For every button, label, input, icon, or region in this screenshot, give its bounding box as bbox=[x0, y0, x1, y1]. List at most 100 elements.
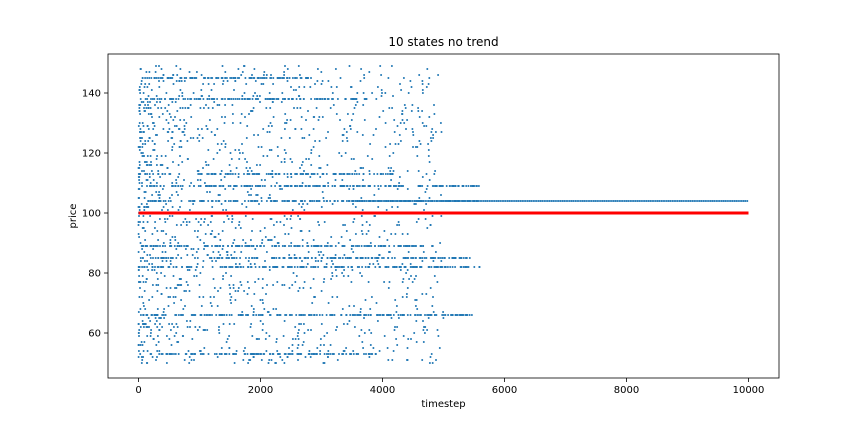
data-point bbox=[170, 353, 173, 355]
data-point bbox=[255, 173, 258, 175]
x-tick-label: 2000 bbox=[248, 385, 273, 396]
data-point bbox=[310, 149, 313, 151]
data-point bbox=[253, 353, 256, 355]
data-point bbox=[367, 200, 370, 202]
data-point bbox=[253, 200, 256, 202]
data-point bbox=[272, 77, 275, 79]
data-point bbox=[167, 122, 170, 124]
data-point bbox=[213, 257, 216, 259]
data-point bbox=[331, 185, 334, 187]
data-point bbox=[255, 164, 258, 166]
data-point bbox=[345, 314, 348, 316]
data-point bbox=[138, 110, 141, 112]
data-point bbox=[209, 302, 212, 304]
data-point bbox=[301, 161, 304, 163]
data-point bbox=[684, 200, 687, 202]
data-point bbox=[430, 266, 433, 268]
data-point bbox=[374, 257, 377, 259]
data-point bbox=[156, 278, 159, 280]
data-point bbox=[155, 200, 157, 202]
data-point bbox=[437, 200, 439, 202]
data-point bbox=[306, 245, 309, 247]
data-point bbox=[137, 197, 140, 199]
data-point bbox=[151, 98, 154, 100]
data-point bbox=[356, 101, 359, 103]
data-point bbox=[180, 314, 183, 316]
data-point bbox=[150, 161, 152, 163]
data-point bbox=[371, 158, 374, 160]
data-point bbox=[352, 188, 355, 190]
data-point bbox=[365, 98, 368, 100]
data-point bbox=[208, 191, 211, 193]
data-point bbox=[172, 266, 175, 268]
data-point bbox=[356, 131, 359, 133]
data-point bbox=[389, 200, 392, 202]
data-point bbox=[180, 299, 183, 301]
data-point bbox=[272, 224, 275, 226]
data-point bbox=[223, 122, 226, 124]
data-point bbox=[270, 185, 273, 187]
data-point bbox=[238, 245, 241, 247]
data-point bbox=[185, 290, 187, 292]
data-point bbox=[157, 107, 160, 109]
data-point bbox=[389, 314, 392, 316]
data-point bbox=[196, 179, 199, 181]
data-point bbox=[343, 269, 346, 271]
data-point bbox=[246, 191, 249, 193]
data-point bbox=[224, 173, 227, 175]
data-point bbox=[210, 257, 213, 259]
data-point bbox=[243, 65, 246, 67]
data-point bbox=[154, 266, 156, 268]
data-point bbox=[171, 257, 173, 259]
data-point bbox=[138, 179, 141, 181]
data-point bbox=[347, 275, 350, 277]
data-point bbox=[297, 65, 300, 67]
data-point bbox=[200, 305, 203, 307]
data-point bbox=[209, 233, 212, 235]
data-point bbox=[196, 263, 199, 265]
data-point bbox=[310, 98, 313, 100]
data-point bbox=[327, 182, 330, 184]
data-point bbox=[442, 317, 445, 319]
data-point bbox=[303, 314, 306, 316]
data-point bbox=[206, 254, 209, 256]
data-point bbox=[410, 275, 412, 277]
data-point bbox=[266, 311, 269, 313]
data-point bbox=[419, 266, 422, 268]
data-point bbox=[448, 185, 451, 187]
data-point bbox=[330, 266, 333, 268]
data-point bbox=[638, 200, 641, 202]
data-point bbox=[148, 137, 151, 139]
data-point bbox=[337, 257, 340, 259]
data-point bbox=[200, 218, 203, 220]
data-point bbox=[440, 131, 443, 133]
data-point bbox=[415, 200, 418, 202]
data-point bbox=[660, 200, 663, 202]
data-point bbox=[287, 266, 290, 268]
data-point bbox=[289, 158, 292, 160]
data-point bbox=[235, 200, 238, 202]
data-point bbox=[304, 257, 307, 259]
data-point bbox=[229, 185, 232, 187]
data-point bbox=[347, 266, 350, 268]
data-point bbox=[323, 98, 326, 100]
data-point bbox=[252, 356, 255, 358]
data-point bbox=[393, 245, 396, 247]
data-point bbox=[181, 92, 184, 94]
data-point bbox=[190, 98, 193, 100]
data-point bbox=[138, 182, 141, 184]
data-point bbox=[179, 119, 182, 121]
data-point bbox=[294, 173, 297, 175]
data-point bbox=[389, 170, 392, 172]
data-point bbox=[234, 263, 237, 265]
data-point bbox=[384, 92, 387, 94]
data-point bbox=[288, 77, 291, 79]
data-point bbox=[251, 335, 254, 337]
data-point bbox=[261, 185, 264, 187]
data-point bbox=[206, 314, 209, 316]
data-point bbox=[334, 185, 337, 187]
data-point bbox=[383, 200, 386, 202]
data-point bbox=[228, 314, 231, 316]
data-point bbox=[262, 74, 265, 76]
data-point bbox=[151, 284, 154, 286]
